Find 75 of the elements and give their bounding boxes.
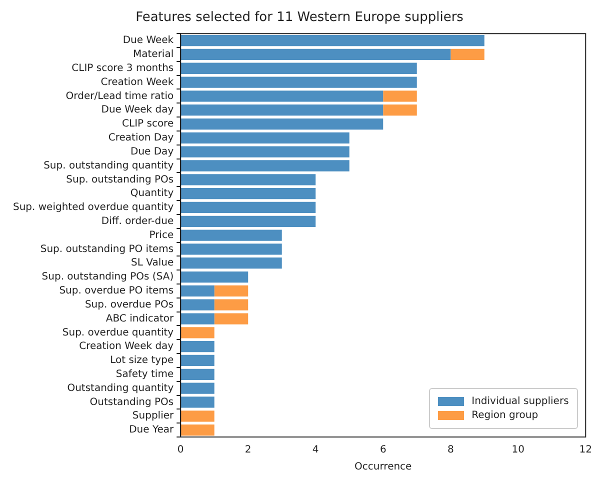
x-tick-label: 2 xyxy=(244,444,252,456)
bar xyxy=(180,285,214,297)
bar xyxy=(383,104,417,116)
bar xyxy=(214,313,248,324)
bar xyxy=(180,160,350,172)
y-tick-label: Due Week xyxy=(122,35,174,46)
bar xyxy=(180,410,214,422)
x-tick-label: 0 xyxy=(177,444,184,456)
bar xyxy=(180,132,350,144)
chart-title: Features selected for 11 Western Europe suppliers xyxy=(136,10,464,26)
y-tick-label: Sup. overdue POs xyxy=(84,299,174,310)
bar xyxy=(180,382,214,394)
bar xyxy=(180,230,282,241)
y-tick-label: Sup. outstanding POs xyxy=(66,174,174,186)
x-tick-label: 4 xyxy=(312,444,319,456)
bar xyxy=(180,188,316,200)
y-tick-label: ABC indicator xyxy=(106,313,174,324)
bar xyxy=(180,299,214,310)
y-tick-label: Outstanding quantity xyxy=(67,382,174,394)
bar xyxy=(450,48,484,60)
bar xyxy=(180,118,384,130)
y-tick-label: Due Year xyxy=(129,424,174,436)
bar xyxy=(214,299,248,310)
y-tick-label: Due Week day xyxy=(101,104,174,116)
x-tick-label: 12 xyxy=(579,444,592,456)
legend-label: Region group xyxy=(472,410,538,421)
x-tick-label: 6 xyxy=(380,444,386,456)
y-tick-label: CLIP score 3 months xyxy=(72,62,174,74)
x-axis-title: Occurrence xyxy=(354,462,412,473)
bar xyxy=(180,271,248,283)
bar xyxy=(180,90,384,102)
y-tick-label: Price xyxy=(149,230,174,241)
bar xyxy=(180,244,282,255)
y-tick-label: Outstanding POs xyxy=(90,396,174,408)
y-tick-label: Order/Lead time ratio xyxy=(66,90,174,102)
y-tick-label: SL Value xyxy=(131,258,174,269)
bar xyxy=(180,146,350,158)
x-tick-label: 8 xyxy=(447,444,454,456)
bar xyxy=(180,48,451,60)
x-tick-label: 10 xyxy=(512,444,524,456)
y-tick-label: Creation Week xyxy=(100,76,174,88)
bar xyxy=(180,174,316,186)
y-tick-label: Creation Day xyxy=(108,132,174,144)
bar xyxy=(180,368,214,380)
bar xyxy=(214,285,248,297)
bar xyxy=(180,216,316,227)
bar xyxy=(383,90,417,102)
y-tick-label: Quantity xyxy=(130,188,174,200)
bar xyxy=(180,327,214,338)
y-tick-label: Sup. overdue quantity xyxy=(62,327,174,338)
bar xyxy=(180,76,417,88)
y-tick-label: Material xyxy=(132,49,174,60)
bar xyxy=(180,104,384,116)
y-tick-label: Creation Week day xyxy=(79,341,174,352)
y-tick-label: Sup. outstanding quantity xyxy=(44,160,174,172)
y-tick-label: Sup. outstanding POs (SA) xyxy=(42,272,174,283)
bar xyxy=(180,34,484,46)
bar xyxy=(180,258,282,269)
bar xyxy=(180,341,214,352)
y-tick-label: Sup. overdue PO items xyxy=(59,286,174,297)
bar xyxy=(180,313,214,324)
y-tick-label: Supplier xyxy=(132,410,174,422)
y-tick-label: Safety time xyxy=(116,368,174,380)
legend-label: Individual suppliers xyxy=(472,396,569,407)
bar xyxy=(180,62,417,74)
bar xyxy=(180,396,214,408)
y-tick-label: Due Day xyxy=(130,146,174,158)
y-tick-label: Diff. order-due xyxy=(101,216,174,227)
bar xyxy=(180,424,214,436)
bar xyxy=(180,354,214,366)
y-tick-label: Sup. weighted overdue quantity xyxy=(12,202,174,214)
y-tick-label: Lot size type xyxy=(110,355,174,366)
y-tick-label: Sup. outstanding PO items xyxy=(40,244,174,255)
bar xyxy=(180,202,316,214)
y-tick-label: CLIP score xyxy=(122,118,174,130)
